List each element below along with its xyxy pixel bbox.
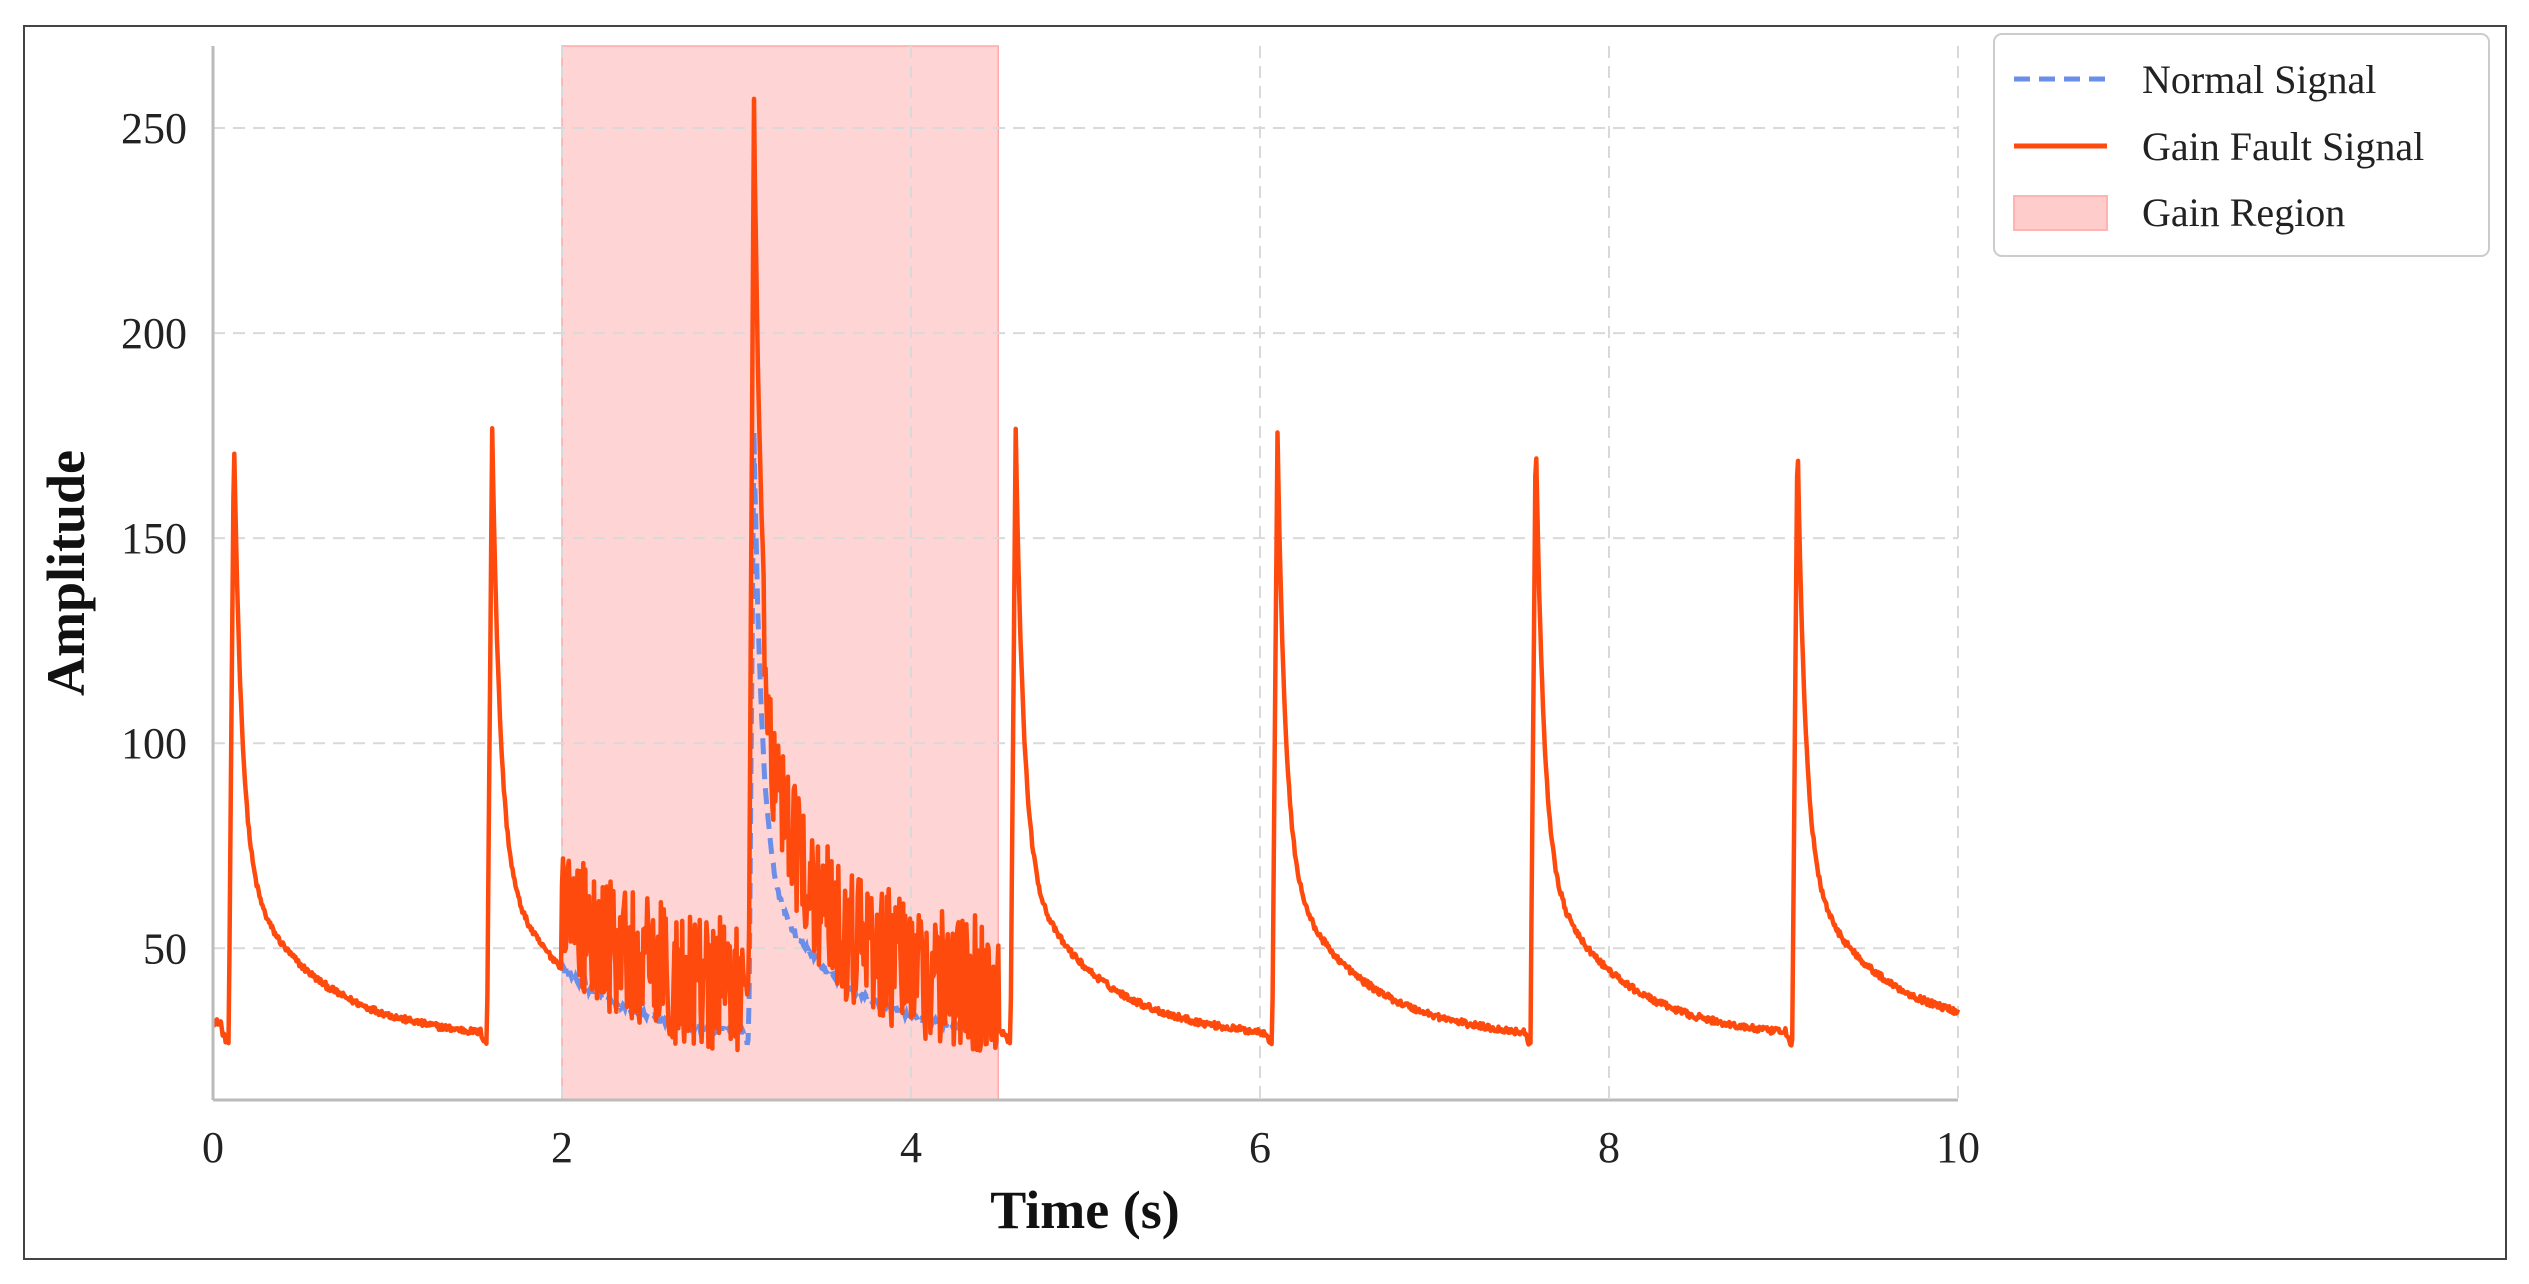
gain-fault-signal-line: [211, 96, 1961, 1053]
y-tick-label: 200: [121, 309, 187, 358]
y-tick-label: 100: [121, 719, 187, 768]
x-tick-label: 0: [202, 1123, 224, 1172]
legend-region-swatch: [2013, 195, 2108, 231]
x-tick-label: 2: [551, 1123, 573, 1172]
y-tick-label: 250: [121, 104, 187, 153]
x-axis-title: Time (s): [990, 1180, 1179, 1240]
x-tick-labels: 0 2 4 6 8 10: [202, 1123, 1980, 1172]
legend-normal-label: Normal Signal: [2142, 57, 2376, 102]
x-tick-label: 4: [900, 1123, 922, 1172]
y-tick-label: 50: [143, 924, 187, 973]
x-tick-label: 10: [1936, 1123, 1980, 1172]
x-tick-label: 8: [1598, 1123, 1620, 1172]
grid-layer: [213, 46, 1959, 1100]
y-tick-labels: 50 100 150 200 250: [121, 104, 187, 973]
legend-box: [1993, 33, 2490, 257]
y-axis-title: Amplitude: [36, 450, 96, 696]
series-layer: [211, 96, 1961, 1053]
legend: Normal Signal Gain Fault Signal Gain Reg…: [1993, 33, 2490, 257]
x-tick-label: 6: [1249, 1123, 1271, 1172]
legend-region-label: Gain Region: [2142, 190, 2345, 235]
y-tick-label: 150: [121, 514, 187, 563]
legend-fault-label: Gain Fault Signal: [2142, 124, 2424, 169]
